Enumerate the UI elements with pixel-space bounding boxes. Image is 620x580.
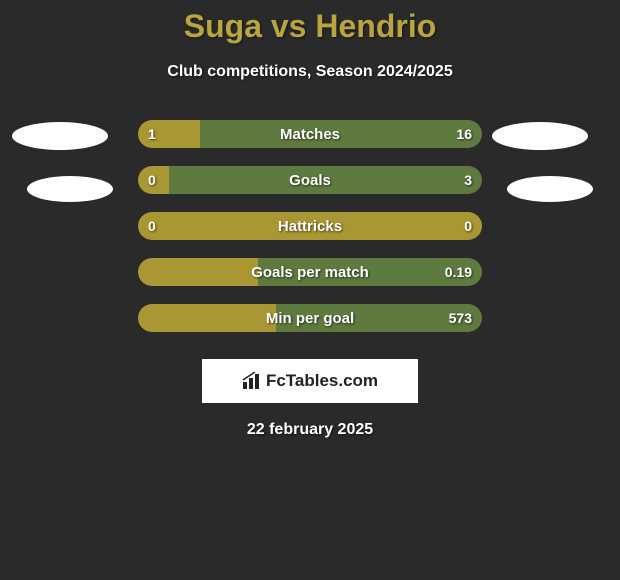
page-title: Suga vs Hendrio	[0, 8, 620, 45]
stat-right-value: 0	[464, 212, 472, 240]
bar-left	[138, 304, 276, 332]
bar-track: 573 Min per goal	[138, 304, 482, 332]
stat-row: 573 Min per goal	[0, 295, 620, 341]
bar-left	[138, 212, 482, 240]
fctables-logo: FcTables.com	[202, 359, 418, 403]
stat-right-value: 16	[456, 120, 472, 148]
bar-right	[169, 166, 482, 194]
comparison-chart: 1 16 Matches 0 3 Goals 0 0 Hattricks	[0, 111, 620, 341]
stat-row: 0.19 Goals per match	[0, 249, 620, 295]
stat-row: 1 16 Matches	[0, 111, 620, 157]
bar-track: 1 16 Matches	[138, 120, 482, 148]
logo-text: FcTables.com	[266, 371, 378, 391]
stat-right-value: 0.19	[445, 258, 472, 286]
snapshot-date: 22 february 2025	[0, 421, 620, 439]
stat-row: 0 0 Hattricks	[0, 203, 620, 249]
bar-track: 0 3 Goals	[138, 166, 482, 194]
stat-right-value: 3	[464, 166, 472, 194]
stat-left-value: 0	[148, 212, 156, 240]
stat-row: 0 3 Goals	[0, 157, 620, 203]
stat-left-value: 1	[148, 120, 156, 148]
bar-track: 0 0 Hattricks	[138, 212, 482, 240]
bar-left	[138, 258, 258, 286]
bar-right	[200, 120, 482, 148]
subtitle: Club competitions, Season 2024/2025	[0, 63, 620, 81]
stat-right-value: 573	[449, 304, 472, 332]
stat-left-value: 0	[148, 166, 156, 194]
bar-chart-icon	[242, 372, 262, 390]
bar-track: 0.19 Goals per match	[138, 258, 482, 286]
